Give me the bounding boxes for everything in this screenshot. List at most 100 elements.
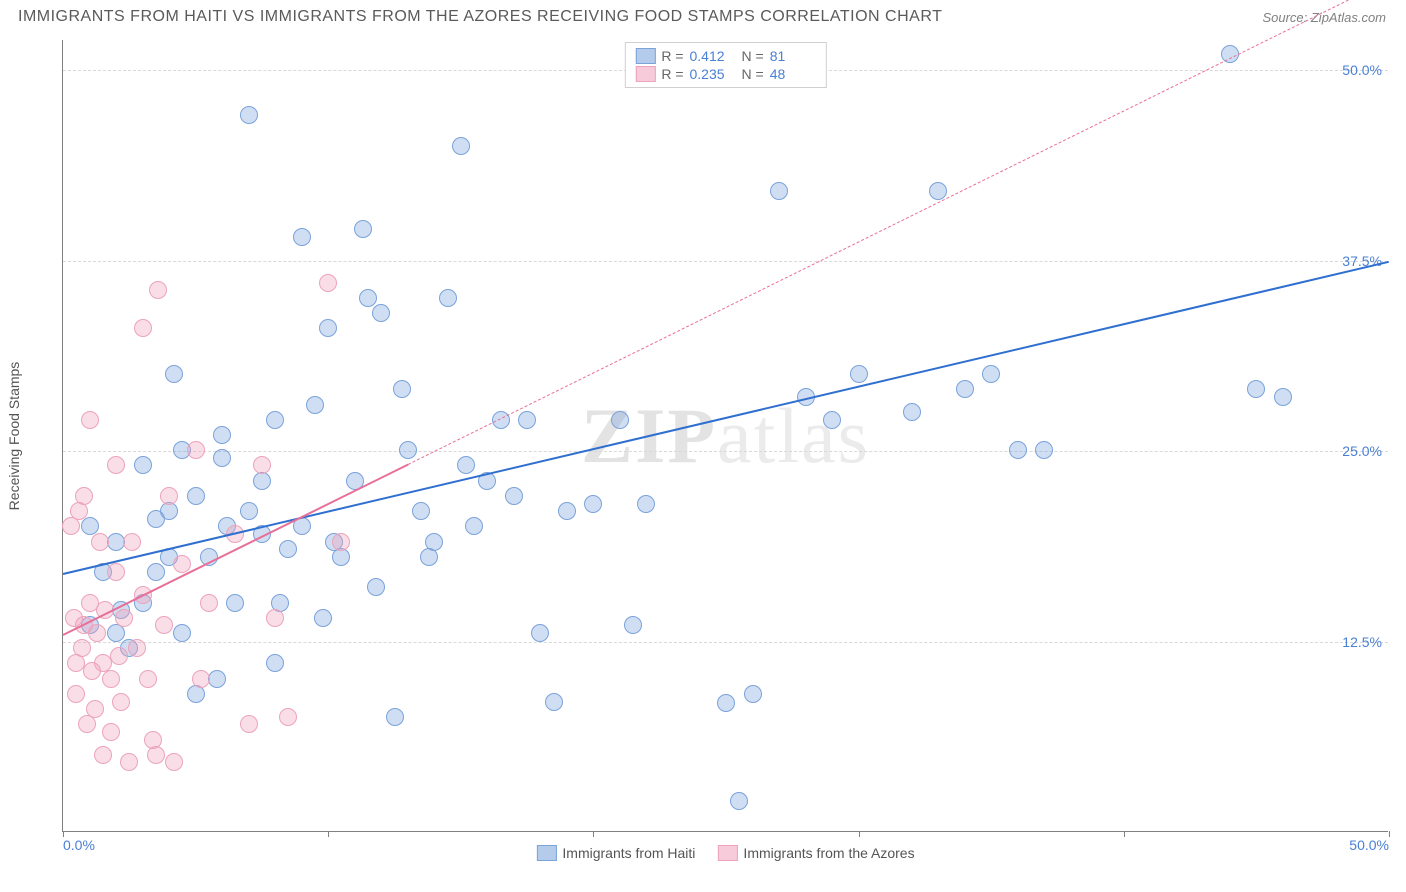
data-point bbox=[160, 487, 178, 505]
legend-label: Immigrants from Haiti bbox=[562, 845, 695, 861]
y-tick-label: 50.0% bbox=[1342, 62, 1382, 78]
data-point bbox=[770, 182, 788, 200]
chart-title: IMMIGRANTS FROM HAITI VS IMMIGRANTS FROM… bbox=[18, 8, 942, 26]
data-point bbox=[319, 319, 337, 337]
data-point bbox=[1247, 380, 1265, 398]
data-point bbox=[354, 220, 372, 238]
data-point bbox=[240, 106, 258, 124]
data-point bbox=[102, 723, 120, 741]
swatch-haiti bbox=[635, 48, 655, 64]
data-point bbox=[73, 639, 91, 657]
data-point bbox=[584, 495, 602, 513]
data-point bbox=[155, 616, 173, 634]
data-point bbox=[457, 456, 475, 474]
data-point bbox=[465, 517, 483, 535]
data-point bbox=[314, 609, 332, 627]
data-point bbox=[88, 624, 106, 642]
data-point bbox=[545, 693, 563, 711]
legend-label: Immigrants from the Azores bbox=[743, 845, 914, 861]
x-tick-label: 0.0% bbox=[63, 831, 95, 853]
scatter-plot: Receiving Food Stamps ZIPatlas R = 0.412… bbox=[48, 40, 1388, 832]
data-point bbox=[266, 609, 284, 627]
data-point bbox=[518, 411, 536, 429]
legend-stats: R = 0.412 N = 81 R = 0.235 N = 48 bbox=[624, 42, 826, 88]
x-tick bbox=[328, 831, 329, 837]
data-point bbox=[293, 228, 311, 246]
data-point bbox=[187, 441, 205, 459]
data-point bbox=[393, 380, 411, 398]
data-point bbox=[306, 396, 324, 414]
data-point bbox=[425, 533, 443, 551]
data-point bbox=[253, 456, 271, 474]
data-point bbox=[149, 281, 167, 299]
data-point bbox=[492, 411, 510, 429]
data-point bbox=[240, 715, 258, 733]
data-point bbox=[624, 616, 642, 634]
data-point bbox=[956, 380, 974, 398]
data-point bbox=[386, 708, 404, 726]
data-point bbox=[91, 533, 109, 551]
x-tick bbox=[1389, 831, 1390, 837]
data-point bbox=[1035, 441, 1053, 459]
data-point bbox=[332, 533, 350, 551]
data-point bbox=[213, 426, 231, 444]
data-point bbox=[399, 441, 417, 459]
data-point bbox=[110, 647, 128, 665]
data-point bbox=[266, 411, 284, 429]
x-tick-label: 50.0% bbox=[1349, 831, 1389, 853]
data-point bbox=[147, 746, 165, 764]
data-point bbox=[192, 670, 210, 688]
data-point bbox=[165, 753, 183, 771]
data-point bbox=[94, 746, 112, 764]
y-tick-label: 25.0% bbox=[1342, 443, 1382, 459]
data-point bbox=[226, 594, 244, 612]
x-tick bbox=[593, 831, 594, 837]
data-point bbox=[147, 563, 165, 581]
data-point bbox=[505, 487, 523, 505]
data-point bbox=[367, 578, 385, 596]
data-point bbox=[319, 274, 337, 292]
data-point bbox=[1009, 441, 1027, 459]
data-point bbox=[730, 792, 748, 810]
data-point bbox=[279, 540, 297, 558]
data-point bbox=[81, 411, 99, 429]
data-point bbox=[134, 456, 152, 474]
data-point bbox=[200, 594, 218, 612]
data-point bbox=[372, 304, 390, 322]
gridline bbox=[63, 261, 1388, 262]
swatch-azores bbox=[635, 66, 655, 82]
data-point bbox=[187, 487, 205, 505]
data-point bbox=[112, 693, 130, 711]
data-point bbox=[165, 365, 183, 383]
data-point bbox=[1274, 388, 1292, 406]
data-point bbox=[115, 609, 133, 627]
swatch bbox=[717, 845, 737, 861]
legend-series: Immigrants from Haiti Immigrants from the… bbox=[536, 845, 914, 861]
legend-item: Immigrants from Haiti bbox=[536, 845, 695, 861]
data-point bbox=[213, 449, 231, 467]
data-point bbox=[139, 670, 157, 688]
data-point bbox=[266, 654, 284, 672]
data-point bbox=[173, 624, 191, 642]
data-point bbox=[128, 639, 146, 657]
y-axis-title: Receiving Food Stamps bbox=[6, 362, 22, 511]
data-point bbox=[102, 670, 120, 688]
data-point bbox=[611, 411, 629, 429]
y-tick-label: 12.5% bbox=[1342, 634, 1382, 650]
plot-area: ZIPatlas R = 0.412 N = 81 R = 0.235 N = … bbox=[62, 40, 1388, 832]
x-tick bbox=[859, 831, 860, 837]
watermark: ZIPatlas bbox=[581, 391, 870, 481]
data-point bbox=[240, 502, 258, 520]
data-point bbox=[717, 694, 735, 712]
swatch bbox=[536, 845, 556, 861]
gridline bbox=[63, 642, 1388, 643]
data-point bbox=[208, 670, 226, 688]
data-point bbox=[67, 685, 85, 703]
data-point bbox=[637, 495, 655, 513]
data-point bbox=[903, 403, 921, 421]
data-point bbox=[439, 289, 457, 307]
legend-stats-row: R = 0.235 N = 48 bbox=[635, 65, 815, 83]
data-point bbox=[75, 487, 93, 505]
data-point bbox=[982, 365, 1000, 383]
data-point bbox=[134, 319, 152, 337]
